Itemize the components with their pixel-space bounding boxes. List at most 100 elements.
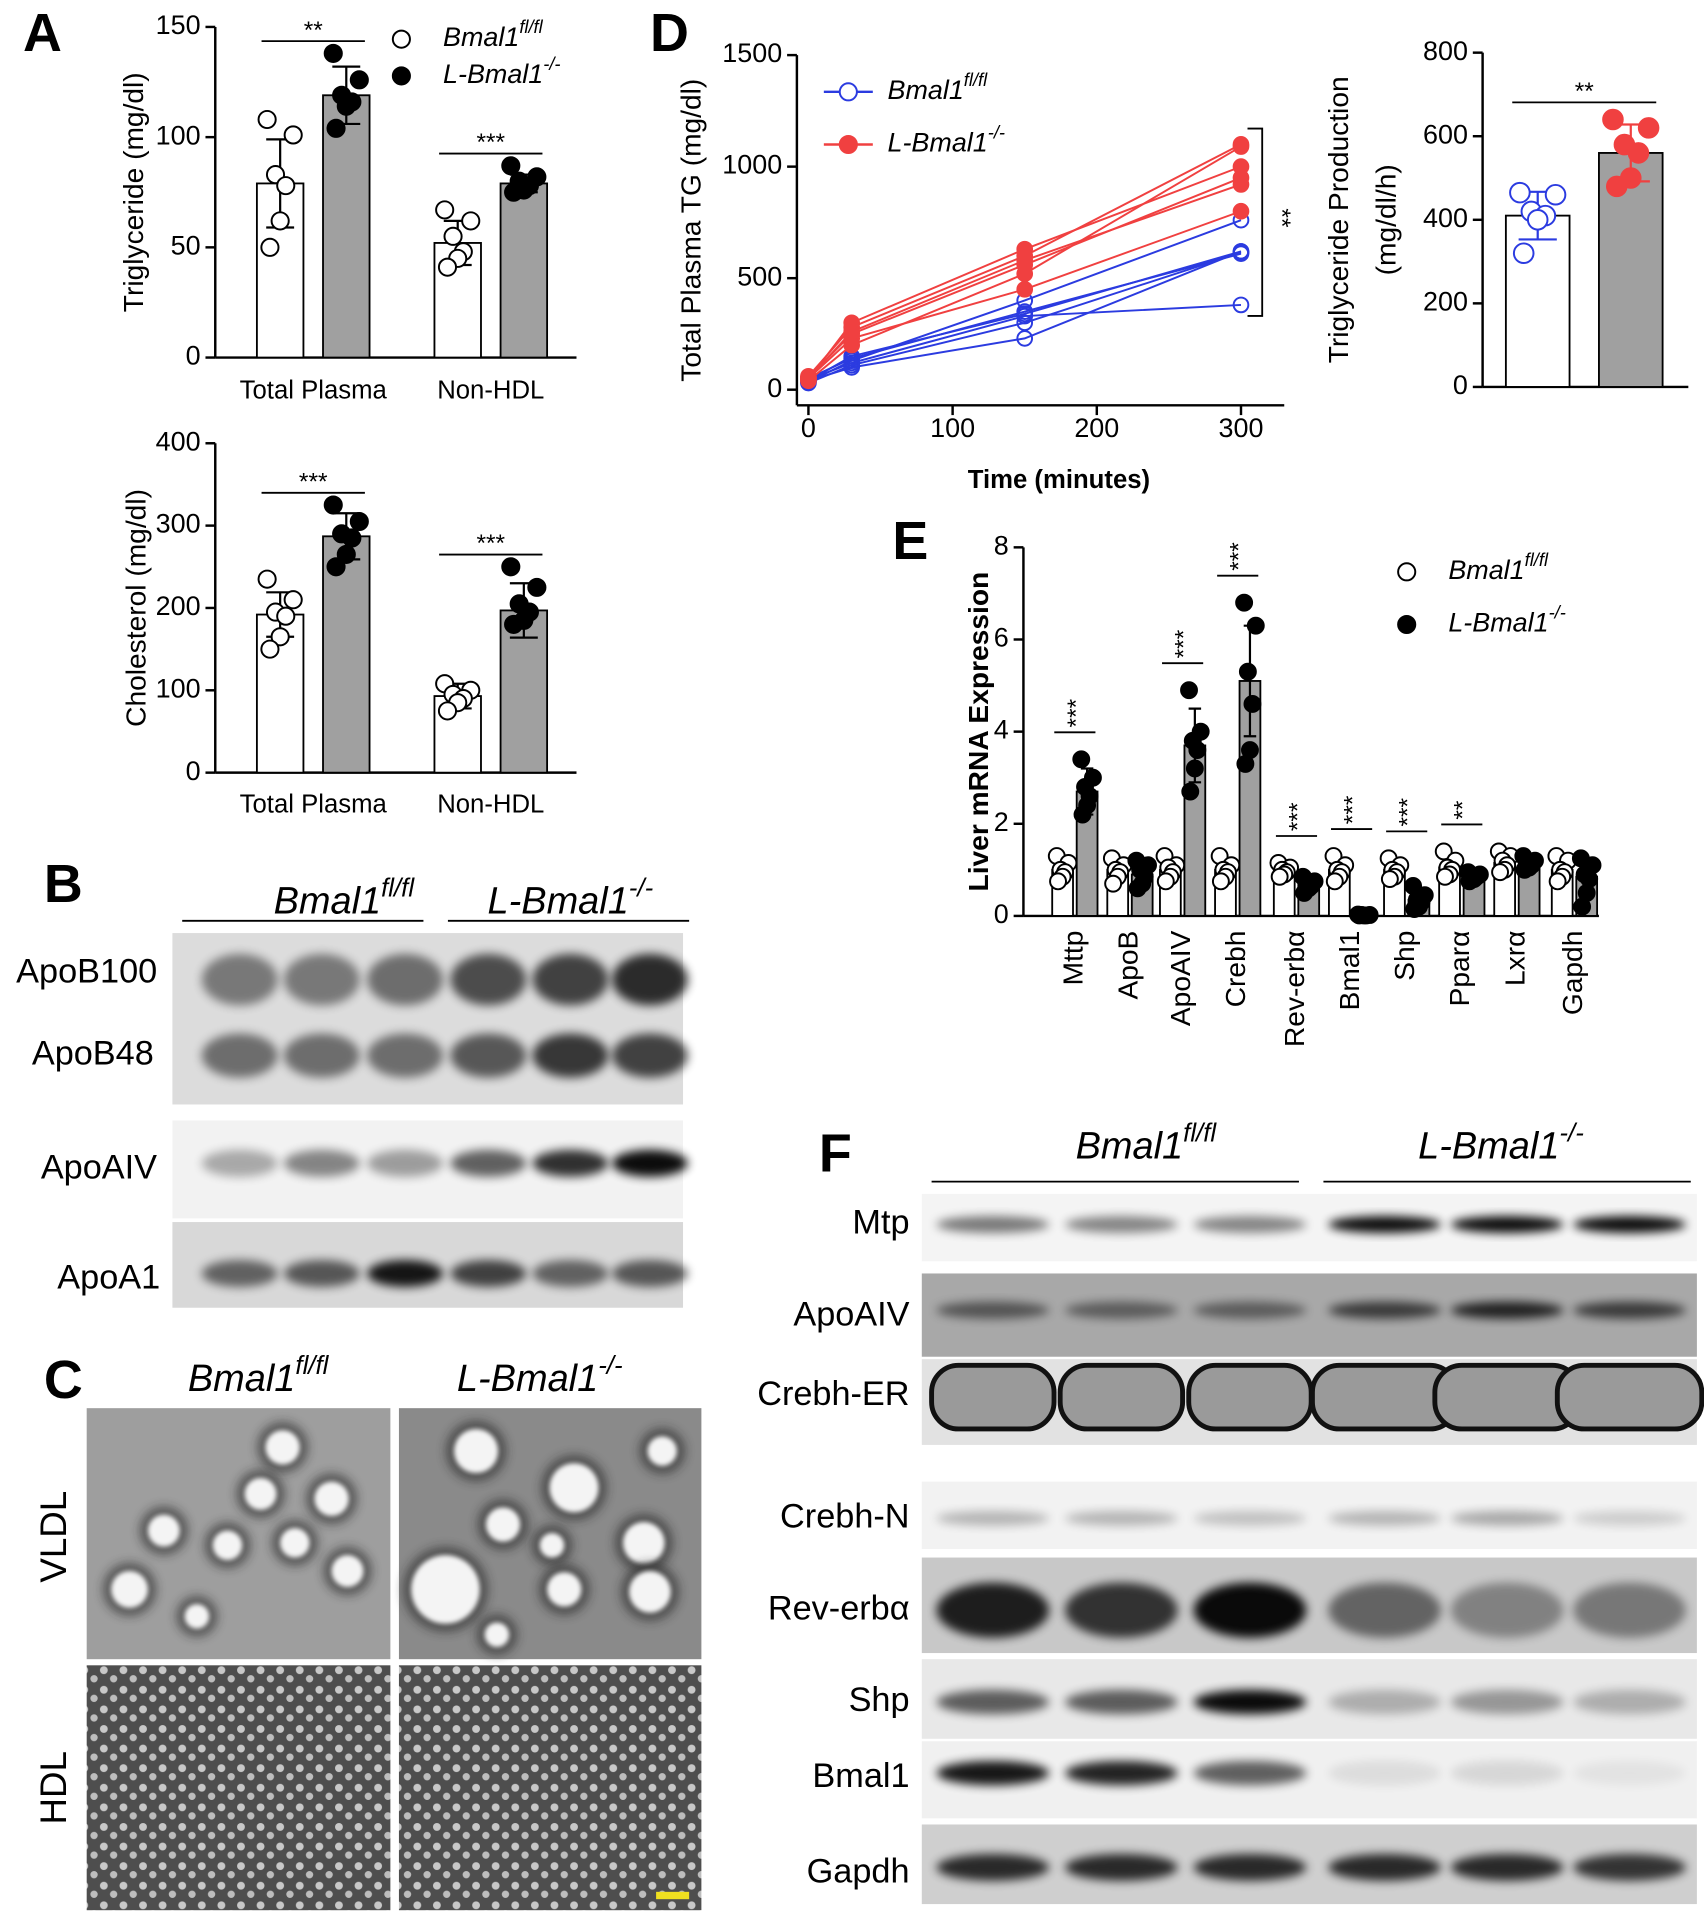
blot-band [1057,1362,1186,1432]
blot-band [1328,1760,1441,1786]
x-tick-label: ApoB [1112,931,1143,1000]
data-point [1072,750,1091,769]
blot-background [921,1193,1697,1262]
data-line [807,210,1242,380]
blot-band [450,1033,527,1078]
blot-row-label: ApoB100 [16,953,157,991]
legend-marker [1397,562,1417,582]
genotype-label: L-Bmal1-/- [888,122,1006,158]
x-tick-label: 300 [1219,413,1264,443]
blot-row-label: Mtp [852,1204,909,1242]
data-point [1016,280,1034,298]
significance-label: *** [1284,802,1311,831]
x-tick-label: Crebh [1220,931,1251,1008]
blot-band [1328,1853,1441,1881]
genotype-label: L-Bmal1-/- [457,1352,623,1400]
y-tick-label: 200 [1423,286,1468,316]
data-point [270,627,290,647]
significance-bracket [1247,127,1264,317]
blot-band [201,1033,278,1078]
y-tick-label: 200 [156,591,201,621]
data-point [1232,244,1250,261]
data-point [1380,870,1399,889]
bar [499,182,549,359]
genotype-superscript: fl/fl [964,69,988,90]
data-point [1491,863,1510,882]
blot-band [201,1260,278,1287]
y-tick-label: 6 [994,623,1009,653]
blot-band [1193,1215,1307,1234]
blot-band [1193,1689,1307,1715]
data-point [1232,158,1250,175]
x-tick-label: 0 [801,413,816,443]
blot-background [921,1273,1697,1357]
genotype-label: Bmal1fl/fl [274,874,416,922]
panel-letter: F [819,1123,852,1183]
significance-label: *** [1063,698,1090,727]
data-point [1016,314,1034,332]
data-point [800,372,817,390]
em-particle [549,1463,599,1513]
blot-band [1186,1362,1314,1432]
x-tick-label: Mttp [1057,931,1088,986]
data-point [1232,202,1250,220]
em-particle [539,1533,565,1558]
data-point [276,606,296,626]
significance-label: *** [1226,542,1253,571]
y-tick-label: 1000 [722,150,782,180]
data-point [1235,593,1254,612]
em-particle [411,1555,480,1624]
blot-band [1573,1215,1686,1234]
blot-band [1450,1215,1564,1234]
blot-band [532,953,609,1006]
significance-label: *** [299,468,328,495]
genotype-label: L-Bmal1-/- [488,874,654,922]
legend-marker [391,29,411,49]
em-image [86,1665,391,1911]
x-tick-label: ApoAIV [1165,930,1196,1026]
genotype-superscript: fl/fl [1525,549,1549,570]
data-point [1188,741,1207,759]
genotype-name: L-Bmal1 [443,59,543,89]
blot-row-label: ApoA1 [57,1259,160,1297]
blot-band [936,1689,1050,1715]
blot-band [367,1033,444,1078]
data-point [1232,138,1250,155]
blot-band [612,1260,688,1287]
data-point [437,257,458,277]
data-point [843,336,861,354]
blot-band [1554,1362,1704,1432]
genotype-name: Bmal1 [188,1358,296,1400]
y-axis-label: Total Plasma TG (mg/dl) [675,79,706,382]
significance-label: ** [1450,800,1477,820]
x-tick-label: Total Plasma [240,377,388,405]
data-point [349,70,369,90]
blot-band [1573,1301,1686,1319]
blot-row-label: Crebh-N [780,1497,909,1535]
blot-band [1328,1689,1441,1715]
x-tick-label: Bmal1 [1334,931,1365,1011]
y-tick-label: 0 [1453,370,1468,400]
genotype-superscript: fl/fl [519,17,543,38]
data-point [1180,681,1198,700]
legend-marker [1397,614,1417,635]
genotype-name: L-Bmal1 [457,1358,598,1400]
blot-band [1328,1511,1441,1526]
genotype-label: Bmal1fl/fl [443,17,544,53]
data-point [1325,872,1344,891]
data-point [257,109,277,130]
x-tick-label: 200 [1074,413,1119,443]
legend-marker [838,134,858,155]
data-point [435,200,455,220]
y-tick-label: 500 [737,261,782,291]
blot-band [283,1149,360,1177]
blot-band [450,1149,527,1177]
data-point [1211,872,1230,891]
data-line [807,165,1242,381]
data-point [1515,860,1534,879]
data-point [1185,759,1204,778]
y-axis-label: Cholesterol (mg/dl) [121,489,152,727]
data-point [843,356,861,374]
x-tick-label: 100 [930,413,975,443]
data-point [1405,900,1424,918]
